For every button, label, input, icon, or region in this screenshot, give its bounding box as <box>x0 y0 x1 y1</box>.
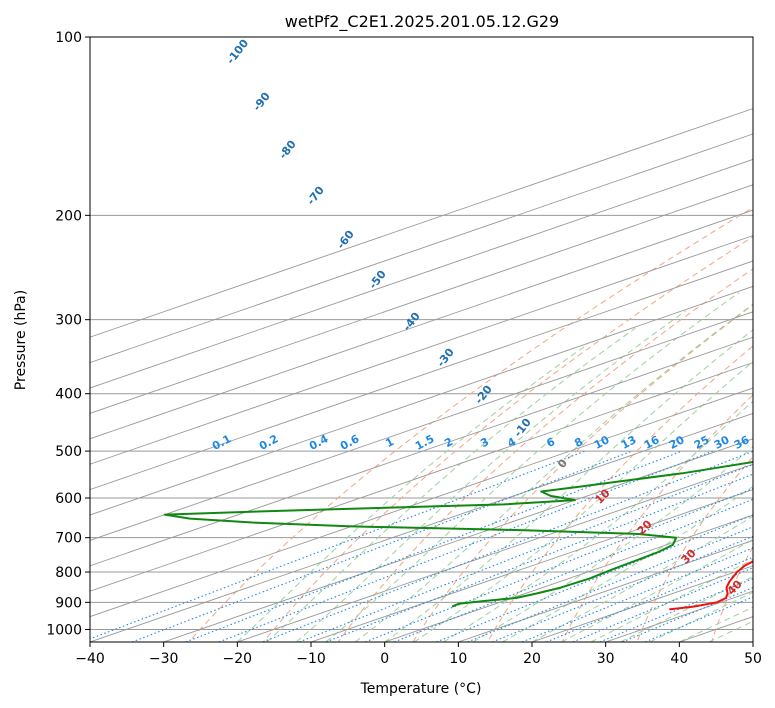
isotherm-line <box>90 133 753 364</box>
mixing-ratio-label: 36 <box>732 433 752 452</box>
moist-adiabat-line <box>413 360 753 642</box>
moist-adiabat-line <box>266 327 636 642</box>
y-tick-label: 1000 <box>46 622 82 638</box>
isotherm-line <box>90 362 753 592</box>
isotherm-line <box>384 514 753 642</box>
mixing-ratio-line <box>185 450 683 642</box>
isotherms <box>90 108 753 642</box>
dry-adiabat-line <box>561 394 753 642</box>
moist-adiabat-line <box>325 292 740 642</box>
isotherm-line <box>90 108 753 338</box>
temperature-profile-line <box>669 560 753 611</box>
x-tick-label: 20 <box>523 651 541 667</box>
isotherm-line <box>90 412 753 642</box>
isotherm-line <box>90 158 753 389</box>
moist-adiabat-line <box>384 329 753 642</box>
plot-frame <box>89 36 754 643</box>
moist-adiabat-line <box>443 400 753 642</box>
y-tick-label: 300 <box>55 313 82 329</box>
dry-adiabat-line <box>188 206 753 642</box>
y-tick-label: 600 <box>55 491 82 507</box>
moist-adiabat-line <box>354 303 753 642</box>
isotherm-line <box>90 235 753 465</box>
mixing-ratio-line <box>599 577 753 642</box>
mixing-ratio-line <box>622 586 753 642</box>
y-tick-label: 800 <box>55 565 82 581</box>
mixing-ratio-line <box>325 473 753 642</box>
isotherm-line <box>90 387 753 618</box>
y-tick-label: 200 <box>55 208 82 224</box>
mixing-ratio-label: 25 <box>692 433 712 452</box>
moist-adiabat-line <box>502 485 753 642</box>
isotherm-line <box>458 539 753 642</box>
mixing-ratio-lines <box>90 450 753 642</box>
x-axis-label: Temperature (°C) <box>360 681 482 697</box>
moist-adiabat-line <box>531 515 753 642</box>
isotherm-line <box>90 184 753 414</box>
y-tick-label: 400 <box>55 387 82 403</box>
mixing-ratio-line <box>218 450 713 642</box>
y-tick-label: 700 <box>55 531 82 547</box>
dry-adiabat-line <box>636 455 753 642</box>
mixing-ratio-label: 30 <box>712 433 732 452</box>
moist-adiabat-line <box>295 310 687 642</box>
x-tick-label: −40 <box>75 651 105 667</box>
isotherm-line <box>310 489 753 642</box>
mixing-ratio-line <box>298 463 753 642</box>
isotherm-line <box>90 311 753 541</box>
mixing-ratio-line <box>131 450 633 642</box>
mixing-ratio-label: 20 <box>667 433 687 452</box>
dry-adiabat-line <box>263 236 753 642</box>
mixing-ratio-label: 13 <box>619 433 639 452</box>
x-tick-label: 40 <box>670 651 688 667</box>
moist-adiabat-line <box>472 445 753 642</box>
y-tick-label: 900 <box>55 595 82 611</box>
chart-title: wetPf2_C2E1.2025.201.05.12.G29 <box>285 12 559 32</box>
y-tick-label: 500 <box>55 444 82 460</box>
dry-adiabat-line <box>337 268 753 642</box>
x-tick-label: 50 <box>744 651 762 667</box>
x-tick-label: 0 <box>380 651 389 667</box>
mixing-ratio-line <box>644 596 753 642</box>
dewpoint-profile-line <box>163 460 753 608</box>
y-tick-label: 100 <box>55 30 82 46</box>
sounding-profiles <box>163 460 753 611</box>
x-tick-label: 30 <box>597 651 615 667</box>
mixing-ratio-label: 10 <box>592 433 612 452</box>
isotherm-line <box>90 336 753 567</box>
isotherm-line <box>163 438 753 642</box>
x-tick-label: −20 <box>223 651 253 667</box>
isotherm-line <box>90 209 753 440</box>
y-axis-label: Pressure (hPa) <box>13 290 29 390</box>
isotherm-line <box>237 463 753 642</box>
x-tick-label: 10 <box>449 651 467 667</box>
isotherm-line <box>90 285 753 516</box>
mixing-ratio-line <box>467 526 753 642</box>
dry-adiabat-line <box>412 304 753 642</box>
dry-adiabats <box>188 206 753 642</box>
x-tick-label: −10 <box>296 651 326 667</box>
x-tick-label: −30 <box>149 651 179 667</box>
moist-adiabat-line <box>620 575 753 642</box>
axes: −40 −30 −20 −10 0 10 20 30 40 50 100 200 300 400 500 60… <box>46 30 762 667</box>
isotherm-line <box>90 260 753 491</box>
mixing-ratio-label: 16 <box>642 433 662 452</box>
moist-adiabat-line <box>236 343 588 642</box>
mixing-ratio-line <box>262 450 753 642</box>
mixing-ratio-line <box>365 487 753 642</box>
